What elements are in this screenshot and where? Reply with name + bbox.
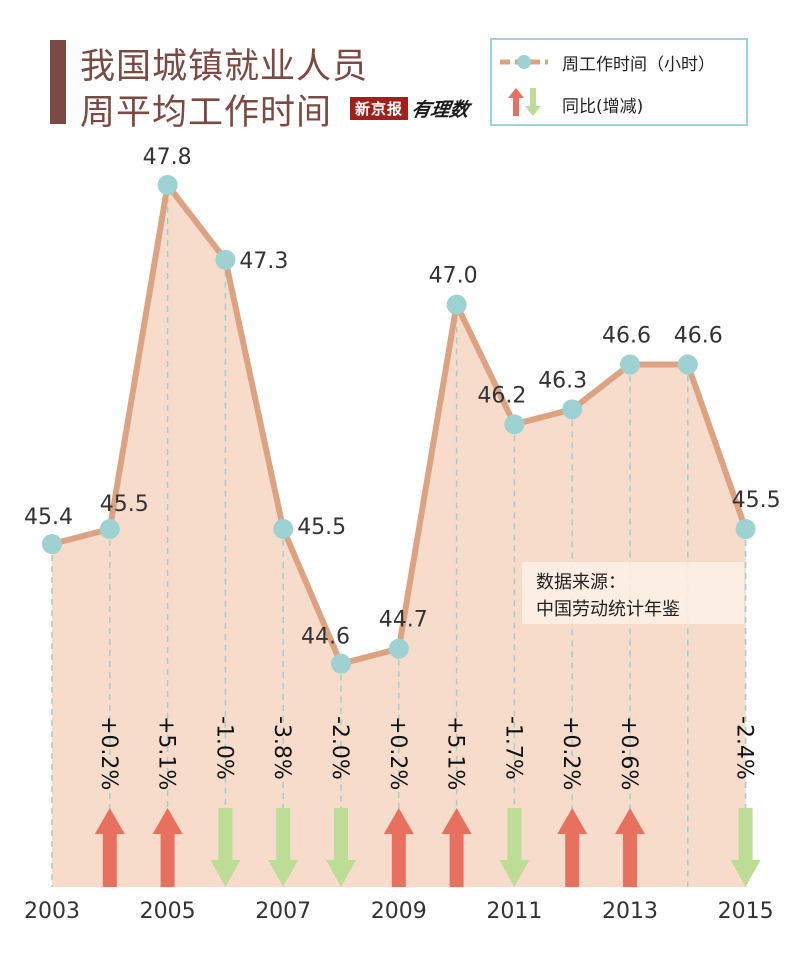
source-value: 中国劳动统计年鉴	[536, 599, 680, 620]
yoy-label-2012: +0.2%	[558, 716, 583, 790]
chart-title-line-2: 周平均工作时间	[80, 93, 333, 133]
down-arrow-icon-2008	[326, 808, 356, 887]
up-arrow-icon-2013	[615, 808, 645, 887]
data-point-2008	[331, 653, 351, 674]
legend-up-arrow-icon	[508, 88, 524, 116]
yoy-label-2009: +0.2%	[385, 716, 410, 790]
value-label-2004: 45.5	[100, 492, 149, 517]
value-label-2010: 47.0	[429, 264, 478, 289]
up-arrow-icon-2004	[94, 808, 125, 887]
x-tick-2013: 2013	[602, 899, 658, 924]
data-point-2007	[273, 519, 294, 540]
x-tick-2015: 2015	[718, 899, 774, 924]
brand-box-text: 新京报	[350, 96, 409, 120]
x-tick-2009: 2009	[371, 899, 427, 924]
down-arrow-icon-2006	[210, 808, 241, 887]
value-label-2006: 47.3	[239, 249, 288, 274]
value-label-2014: 46.6	[674, 323, 723, 348]
up-arrow-icon-2012	[557, 808, 588, 887]
value-labels: 45.4 45.5 47.8 47.3 45.5 44.6 44.7 47.0 46.2 46.3…	[24, 145, 781, 650]
down-arrow-icon-2015	[730, 808, 761, 887]
up-arrow-icon-2010	[441, 808, 472, 887]
legend-line-label: 周工作时间（小时）	[562, 55, 715, 75]
x-tick-2003: 2003	[24, 899, 80, 924]
value-label-2012: 46.3	[538, 368, 587, 393]
brand-logo: 新京报 有理数	[350, 96, 471, 121]
value-label-2007: 45.5	[297, 515, 346, 540]
legend-arrow-label: 同比(增减)	[562, 97, 644, 117]
data-point-2003	[42, 534, 62, 554]
title-accent-bar	[50, 40, 66, 124]
down-arrow-icon-2011	[499, 808, 530, 887]
yoy-labels: +0.2% +5.1% -1.0% -3.8% -2.0% +0.2% +5.1% -1.7%…	[96, 716, 757, 790]
yoy-label-2010: +5.1%	[443, 716, 468, 790]
value-label-2011: 46.2	[477, 383, 526, 408]
chart-title-line-1: 我国城镇就业人员	[80, 47, 369, 87]
data-point-2011	[504, 414, 525, 435]
value-label-2008: 44.6	[301, 625, 350, 650]
data-point-2014	[677, 354, 698, 375]
data-point-2015	[735, 519, 756, 540]
yoy-label-2008: -2.0%	[327, 716, 352, 780]
yoy-label-2004: +0.2%	[96, 716, 121, 790]
down-arrow-icon-2007	[268, 808, 299, 887]
yoy-label-2005: +5.1%	[154, 716, 179, 790]
source-note: 数据来源： 中国劳动统计年鉴	[522, 562, 744, 624]
value-label-2013: 46.6	[602, 323, 651, 348]
data-point-2006	[215, 249, 236, 270]
legend-down-arrow-icon	[525, 88, 541, 116]
up-arrow-icon-2009	[383, 808, 414, 887]
yoy-label-2006: -1.0%	[211, 716, 236, 780]
value-label-2009: 44.7	[379, 608, 428, 633]
legend: 周工作时间（小时） 同比(增减)	[490, 38, 748, 126]
data-points	[42, 174, 756, 674]
data-point-2004	[99, 519, 120, 540]
legend-symbols	[500, 55, 548, 116]
yoy-label-2011: -1.7%	[500, 716, 525, 780]
x-tick-2011: 2011	[486, 899, 542, 924]
legend-point-swatch	[517, 55, 531, 69]
source-label: 数据来源：	[536, 572, 626, 593]
brand-script-text: 有理数	[409, 98, 471, 121]
up-arrow-icon-2005	[152, 808, 183, 887]
data-point-2012	[562, 399, 583, 420]
data-point-2010	[446, 294, 467, 315]
data-point-2009	[388, 638, 409, 659]
value-label-2015: 45.5	[732, 488, 781, 513]
x-axis-ticks: 2003 2005 2007 2009 2011 2013 2015	[24, 899, 774, 924]
data-point-2005	[157, 174, 178, 195]
x-tick-2005: 2005	[140, 899, 196, 924]
value-label-2005: 47.8	[143, 145, 192, 170]
yoy-label-2013: +0.6%	[616, 716, 641, 790]
yoy-label-2007: -3.8%	[269, 716, 294, 780]
value-label-2003: 45.4	[24, 505, 73, 530]
x-tick-2007: 2007	[255, 899, 311, 924]
yoy-arrows	[94, 808, 761, 887]
data-point-2013	[620, 354, 640, 375]
yoy-label-2015: -2.4%	[732, 716, 757, 780]
